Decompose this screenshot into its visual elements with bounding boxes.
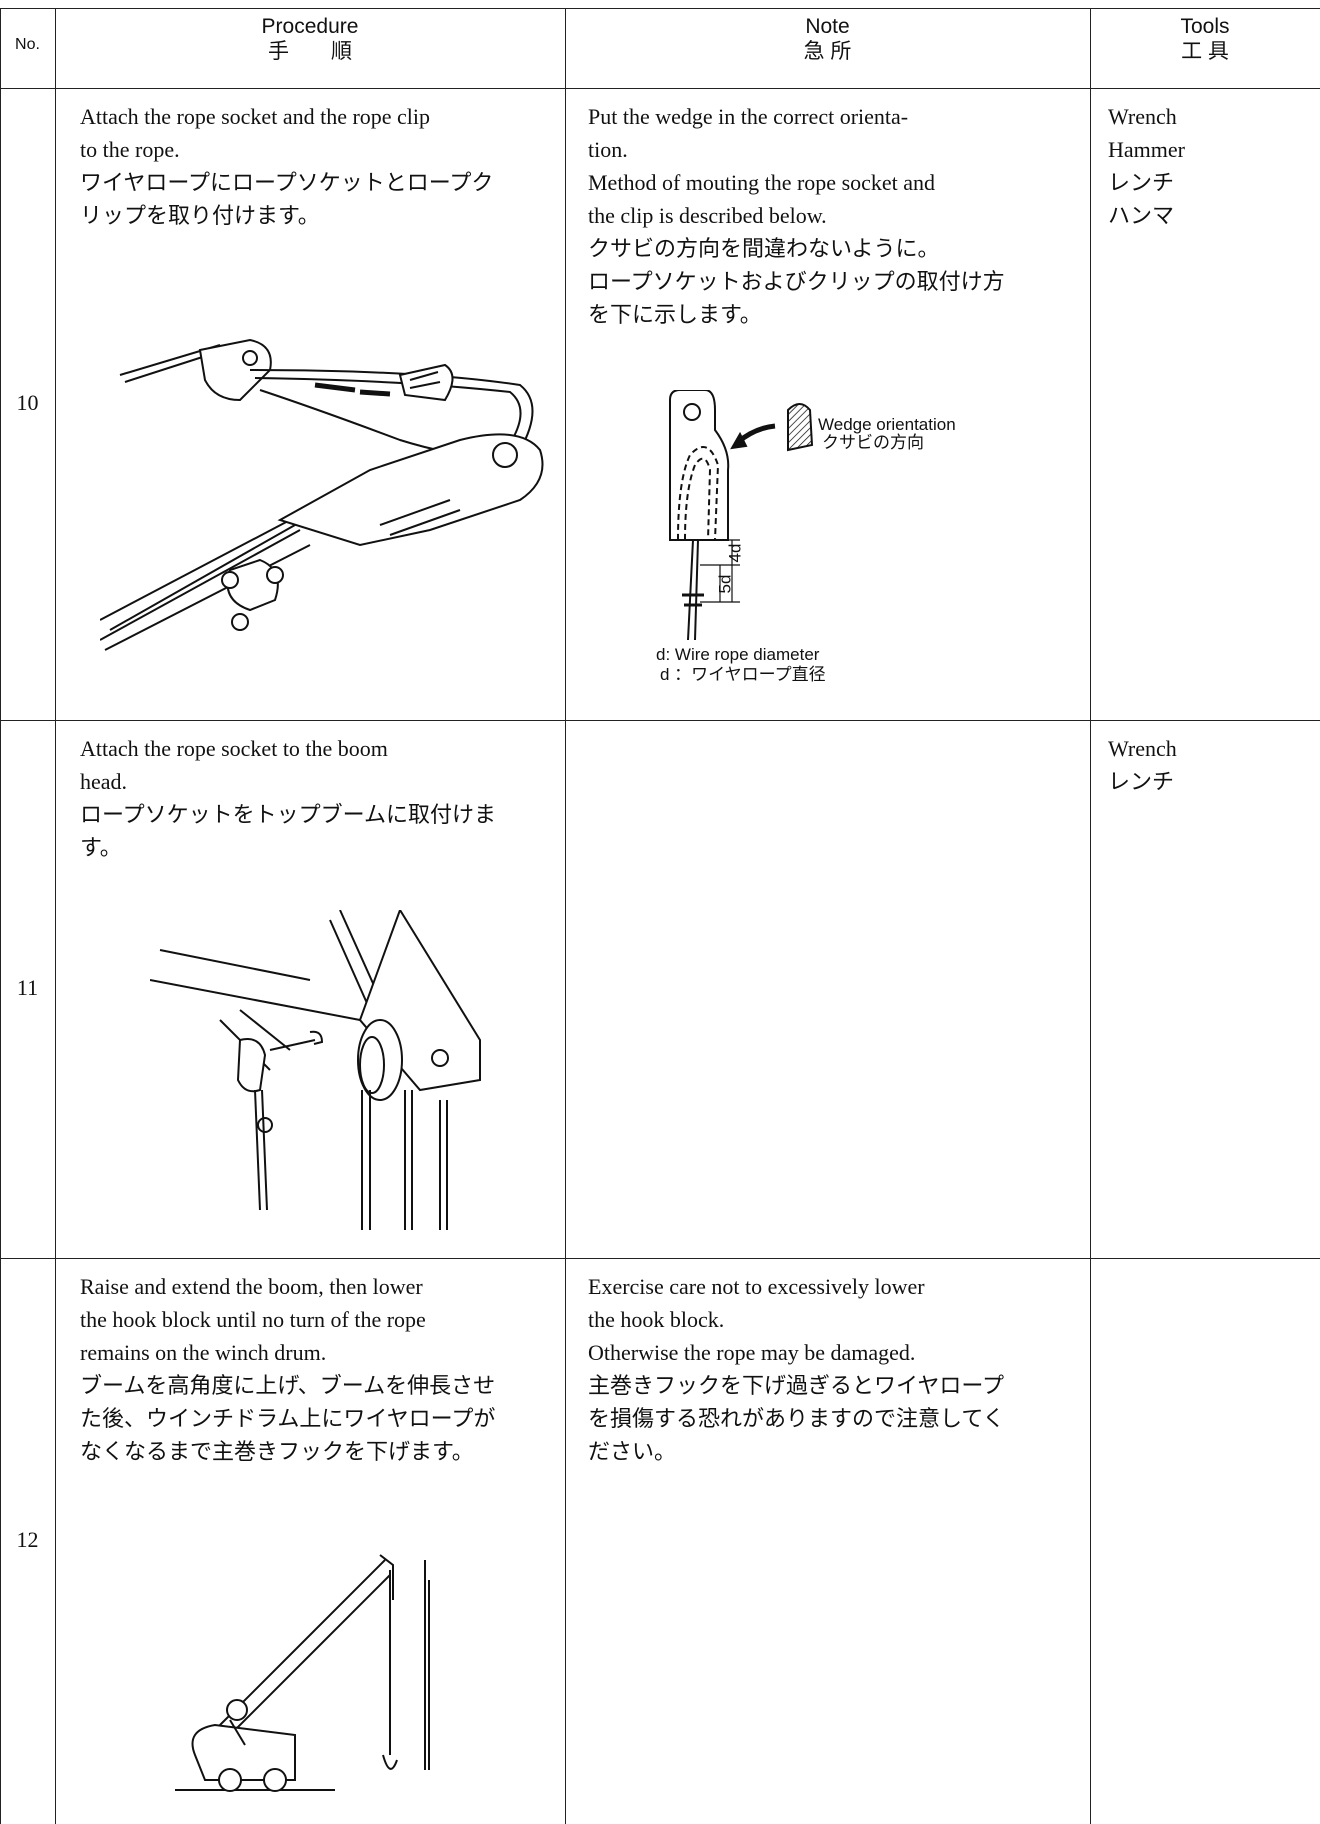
table-border [1090, 8, 1091, 1824]
procedure-line: た後、ウインチドラム上にワイヤロープが [80, 1406, 496, 1431]
tools-cell: Wrench Hammer レンチハンマ [1108, 100, 1185, 232]
note-cell: Exercise care not to excessively lower th… [588, 1270, 1005, 1468]
header-no: No. [15, 36, 40, 53]
note-line: ださい。 [588, 1439, 677, 1464]
header-procedure: Procedure 手 順 [55, 14, 565, 64]
procedure-line: ワイヤロープにロープソケットとロープク [80, 170, 494, 195]
header-note: Note 急 所 [565, 14, 1090, 64]
header-ja: 手 順 [268, 40, 352, 63]
diagram-label: d ：ワイヤロープ直径 [660, 665, 826, 684]
tools-cell: Wrench レンチ [1108, 732, 1177, 798]
table-border [0, 8, 1320, 9]
note-line: the clip is described below. [588, 203, 827, 228]
procedure-line: head. [80, 769, 128, 794]
note-line: を損傷する恐れがありますので注意してく [588, 1406, 1005, 1431]
tools-line: Hammer [1108, 137, 1185, 162]
table-border [0, 8, 1, 1824]
procedure-line: Raise and extend the boom, then lower [80, 1274, 423, 1299]
procedure-line: ブームを高角度に上げ、ブームを伸長させ [80, 1373, 496, 1398]
table-border [55, 8, 56, 1824]
wedge-diagram: Wedge orientation クサビの方向 4d 5d d: Wire r… [656, 390, 956, 684]
procedure-line: to the rope. [80, 137, 180, 162]
header-en: Procedure [261, 15, 359, 38]
crane-illustration [175, 1554, 430, 1792]
table-border [0, 1258, 1320, 1259]
rope-socket-illustration [100, 338, 544, 651]
procedure-cell: Attach the rope socket to the boom head. ロ… [80, 732, 496, 864]
diagram-label: 4d [725, 544, 744, 563]
tools-line: レンチ [1108, 769, 1175, 794]
note-line: クサビの方向を間違わないように。 [588, 236, 940, 261]
procedure-cell: Attach the rope socket and the rope clip… [80, 100, 493, 232]
header-ja: 急 所 [803, 40, 852, 63]
diagram-label: クサビの方向 [822, 433, 924, 452]
header-ja: 工 具 [1181, 40, 1229, 63]
note-line: tion. [588, 137, 628, 162]
note-cell: Put the wedge in the correct orienta-tio… [588, 100, 1005, 331]
tools-line: ハンマ [1108, 203, 1175, 228]
table-border [565, 8, 566, 1824]
tools-line: Wrench [1108, 736, 1177, 761]
diagram-label: Wedge orientation [818, 415, 956, 434]
diagram-label: 5d [715, 575, 734, 594]
note-line: 主巻きフックを下げ過ぎるとワイヤロープ [588, 1373, 1005, 1398]
header-en: Tools [1180, 15, 1230, 38]
tools-line: Wrench [1108, 104, 1177, 129]
row-number: 10 [16, 390, 39, 415]
table-border [0, 720, 1320, 721]
procedure-cell: Raise and extend the boom, then lower the… [80, 1270, 495, 1468]
boom-head-illustration [150, 910, 481, 1230]
procedure-line: す。 [80, 835, 122, 860]
row-number: 11 [16, 975, 39, 1000]
note-line: Exercise care not to excessively lower [588, 1274, 925, 1299]
diagram-label: d: Wire rope diameter [656, 645, 820, 664]
tools-line: レンチ [1108, 170, 1175, 195]
procedure-line: リップを取り付けます。 [80, 203, 320, 228]
procedure-line: Attach the rope socket to the boom [80, 736, 388, 761]
note-line: Method of mouting the rope socket and [588, 170, 936, 195]
table-border [0, 88, 1320, 89]
procedure-line: the hook block until no turn of the rope [80, 1307, 426, 1332]
procedure-line: remains on the winch drum. [80, 1340, 327, 1365]
row-number: 12 [16, 1527, 39, 1552]
note-line: the hook block. [588, 1307, 725, 1332]
header-tools: Tools 工 具 [1090, 14, 1320, 64]
header-en: Note [805, 15, 850, 38]
procedure-line: Attach the rope socket and the rope clip [80, 104, 431, 129]
note-line: を下に示します。 [588, 302, 762, 327]
note-line: Put the wedge in the correct orienta- [588, 104, 909, 129]
procedure-line: なくなるまで主巻きフックを下げます。 [80, 1439, 474, 1464]
note-line: ロープソケットおよびクリップの取付け方 [588, 269, 1005, 294]
procedure-line: ロープソケットをトップブームに取付けま [80, 802, 497, 827]
note-line: Otherwise the rope may be damaged. [588, 1340, 916, 1365]
